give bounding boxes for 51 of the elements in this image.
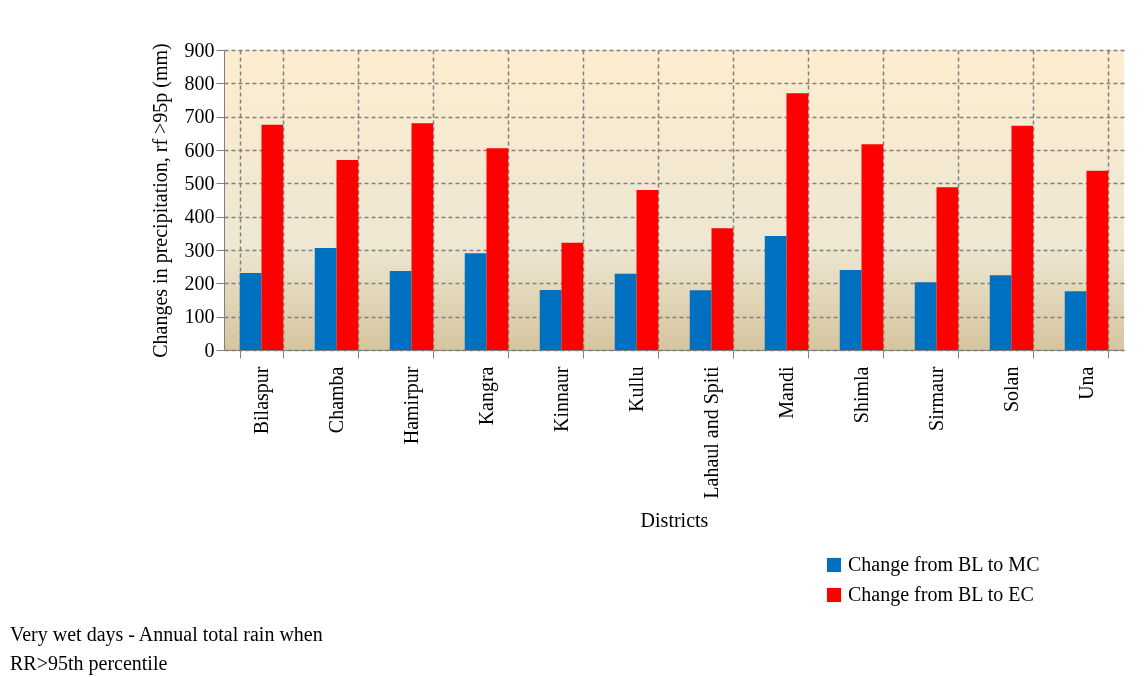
bar [1086, 170, 1109, 350]
x-tick-label: Kinnaur [550, 366, 572, 433]
bar [989, 275, 1012, 350]
bar [861, 144, 884, 350]
x-tick-label: Solan [1000, 366, 1022, 413]
y-tick-label: 100 [184, 305, 215, 328]
bar [614, 273, 637, 350]
y-tick-label: 400 [184, 205, 215, 228]
text: Very wet days - Annual total rain when RR>95th percentile [10, 623, 323, 675]
y-tick-label: 300 [184, 238, 215, 261]
x-tick-label: Kullu [625, 366, 647, 413]
bar [314, 248, 337, 350]
y-tick-label: 800 [184, 71, 215, 94]
x-tick-label: Mandi [775, 366, 797, 419]
bar [261, 124, 284, 350]
bar [1011, 125, 1034, 350]
bar [336, 160, 359, 350]
bar [689, 290, 712, 350]
x-tick-label: Hamirpur [400, 366, 423, 445]
bar [464, 253, 487, 350]
bar [539, 290, 562, 350]
bar [936, 187, 959, 350]
bar [1064, 291, 1087, 350]
bar [561, 242, 584, 350]
x-tick-label: Shimla [850, 366, 872, 424]
bar [486, 148, 509, 350]
x-axis-title: Districts [640, 508, 709, 531]
x-tick-label: Kangra [475, 366, 498, 426]
y-tick-label: 500 [184, 171, 215, 194]
bar [389, 271, 412, 350]
x-tick-label: Una [1075, 366, 1097, 400]
bar [636, 190, 659, 350]
bar [411, 123, 434, 350]
x-tick-label: Lahaul and Spiti [700, 366, 723, 499]
x-tick-label: Bilaspur [250, 366, 273, 435]
x-tick-label: Sirmaur [925, 366, 947, 431]
bar [839, 270, 862, 350]
y-axis-title: Changes in precipitation, rf >95p (mm) [148, 43, 172, 358]
y-tick-label: 700 [184, 105, 215, 128]
bar [786, 93, 809, 350]
x-tick-label: Chamba [325, 366, 347, 434]
bar [764, 236, 787, 350]
y-tick-label: 0 [204, 338, 215, 361]
bar [239, 273, 262, 350]
legend-label: Change from BL to MC [848, 553, 1040, 576]
y-tick-label: 200 [184, 271, 215, 294]
bar [914, 282, 937, 350]
legend-label: Change from BL to EC [848, 583, 1034, 606]
bar [711, 228, 734, 350]
y-tick-label: 900 [184, 38, 215, 61]
y-tick-label: 600 [184, 138, 215, 161]
